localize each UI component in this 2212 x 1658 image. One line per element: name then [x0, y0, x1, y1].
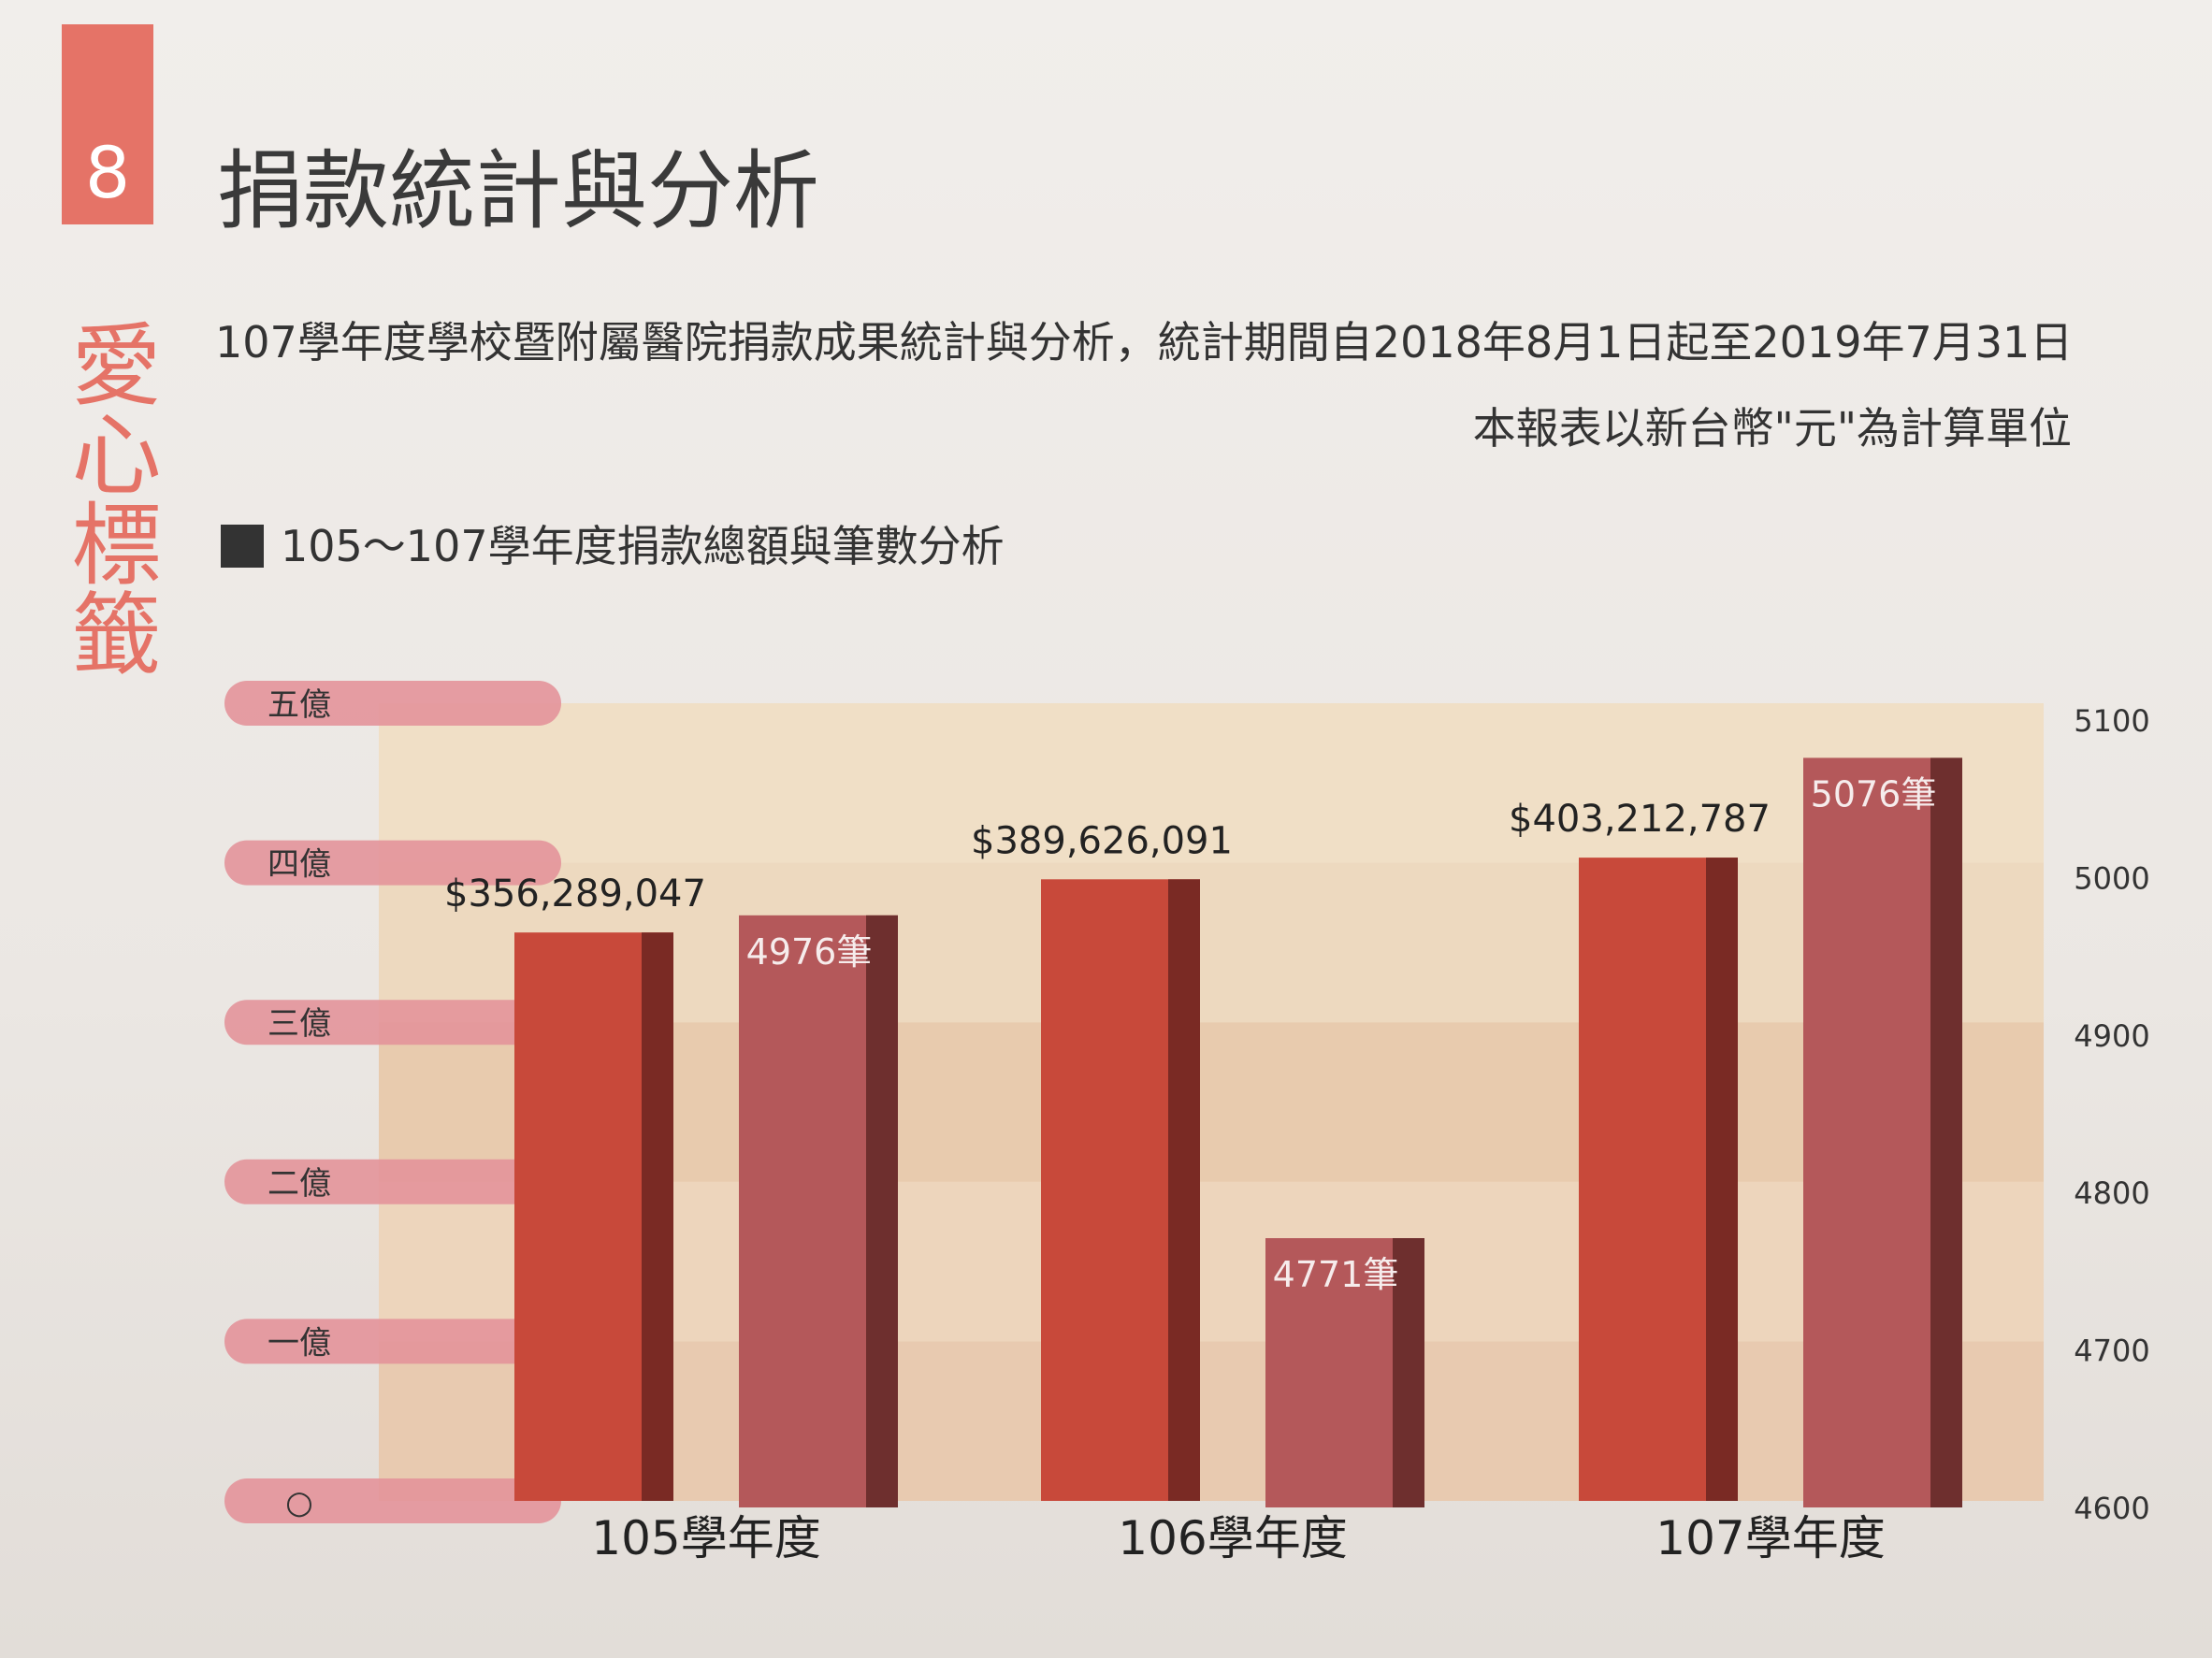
chart-heading-text: 105～107學年度捐款總額與筆數分析	[281, 521, 1005, 571]
amount-value-label: $389,626,091	[971, 819, 1233, 862]
left-tick-label: 一億	[267, 1324, 331, 1362]
left-tick-label: 四億	[267, 846, 331, 884]
count-bar-shade	[1930, 757, 1962, 1507]
right-tick-label: 4800	[2074, 1175, 2149, 1211]
category-label: 107學年度	[1655, 1511, 1885, 1565]
right-tick-label: 4600	[2074, 1491, 2149, 1526]
section-number-box	[62, 24, 153, 224]
left-tick-tab	[224, 1000, 561, 1045]
amount-bar-shade	[1706, 858, 1738, 1501]
left-tick-label: 五億	[267, 686, 331, 724]
category-label: 105學年度	[591, 1511, 820, 1565]
left-tick-tab	[224, 1478, 561, 1523]
left-tick-label: 二億	[267, 1165, 331, 1203]
side-label: 愛心標籤	[56, 318, 161, 677]
unit-note: 本報表以新台幣"元"為計算單位	[1472, 403, 2072, 454]
left-tick-label: ○	[285, 1484, 313, 1521]
count-bar-shade	[866, 915, 898, 1507]
chart-heading: 105～107學年度捐款總額與筆數分析	[221, 518, 1005, 574]
count-value-label: 4771筆	[1273, 1254, 1399, 1295]
amount-value-label: $403,212,787	[1509, 798, 1771, 841]
left-tick-tab	[224, 840, 561, 886]
count-value-label: 4976筆	[746, 931, 873, 973]
amount-bar-shade	[1168, 879, 1200, 1501]
left-tick-tab	[224, 1319, 561, 1364]
left-tick-tab	[224, 681, 561, 726]
category-label: 106學年度	[1118, 1511, 1347, 1565]
right-tick-label: 5100	[2074, 703, 2149, 739]
count-bar-shade	[1393, 1238, 1424, 1507]
right-tick-label: 4700	[2074, 1334, 2149, 1369]
grid-band	[379, 703, 2044, 863]
amount-bar-shade	[642, 932, 673, 1501]
right-tick-label: 5000	[2074, 860, 2149, 896]
left-tick-label: 三億	[267, 1005, 331, 1043]
right-tick-label: 4900	[2074, 1018, 2149, 1054]
page-title: 捐款統計與分析	[217, 141, 820, 241]
amount-value-label: $356,289,047	[444, 872, 706, 916]
section-number: 8	[84, 131, 131, 214]
heading-square-icon	[221, 525, 264, 568]
intro-text: 107學年度學校暨附屬醫院捐款成果統計與分析，統計期間自2018年8月1日起至2…	[215, 317, 2074, 368]
left-tick-tab	[224, 1159, 561, 1204]
count-value-label: 5076筆	[1811, 773, 1937, 815]
